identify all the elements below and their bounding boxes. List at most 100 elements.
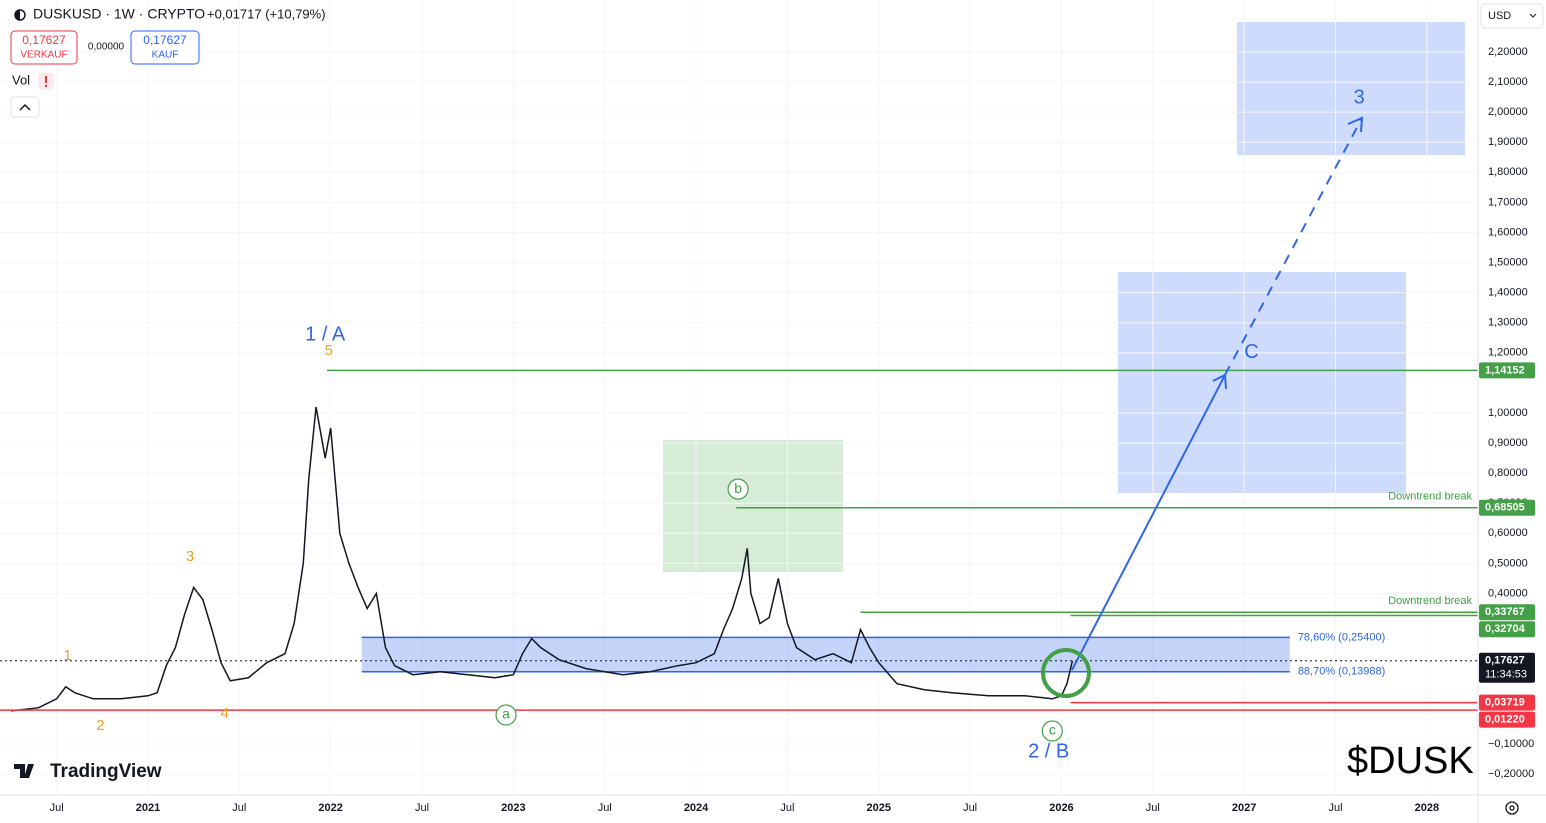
sell-button[interactable] <box>10 30 78 65</box>
price-badge-label: 0,68505 <box>1485 502 1525 514</box>
y-tick-label: 0,80000 <box>1488 467 1528 479</box>
y-tick-label: 1,00000 <box>1488 407 1528 419</box>
wave-label: 2 <box>96 717 104 734</box>
wave-circle <box>1041 720 1063 742</box>
wave-label: 1 / A <box>305 323 346 345</box>
dropdown-icon <box>1529 13 1537 18</box>
warning-icon <box>45 85 47 87</box>
brand: TradingView <box>50 761 162 782</box>
buy-price: 0,17627 <box>143 33 187 47</box>
wave-label: a <box>502 706 510 722</box>
buy-label: KAUF <box>152 50 179 61</box>
collapse-icon <box>19 103 31 111</box>
x-tick-label: Jul <box>780 802 794 814</box>
wave-label: 3 <box>1354 86 1365 108</box>
x-tick-label: Jul <box>1146 802 1160 814</box>
wave-label: 4 <box>221 705 229 722</box>
wave-label: 3 <box>186 548 194 565</box>
fib-band <box>361 637 1290 672</box>
plot: 78,60% (0,25400) 88,70% (0,13988) Downtren… <box>0 0 1478 795</box>
settings-icon <box>1509 805 1515 811</box>
price-badge-label: 0,03719 <box>1485 697 1525 709</box>
x-tick-label: 2023 <box>501 802 525 814</box>
buy-button[interactable] <box>130 30 200 65</box>
change: +0,01717 (+10,79%) <box>207 6 326 21</box>
fib-label: 78,60% (0,25400) <box>1298 631 1385 643</box>
warning-icon <box>45 76 47 83</box>
price-badge <box>1479 711 1535 728</box>
wave-circle <box>495 704 517 726</box>
x-tick-label: 2026 <box>1049 802 1073 814</box>
x-tick-label: Jul <box>232 802 246 814</box>
wave-label: b <box>734 480 742 496</box>
symbol: DUSKUSD · 1W · CRYPTO <box>33 6 205 22</box>
wave-label: 1 <box>63 647 71 664</box>
highlight-circle <box>1041 648 1091 698</box>
y-tick-label: 1,70000 <box>1488 196 1528 208</box>
projection-arrow <box>1071 374 1226 671</box>
sell-label: VERKAUF <box>20 50 67 61</box>
price-badge-label: 1,14152 <box>1485 364 1525 376</box>
price-badge <box>1479 652 1535 683</box>
y-tick-label: −0,10000 <box>1488 738 1534 750</box>
wave-circle <box>727 478 749 500</box>
wave-label: 5 <box>325 342 333 359</box>
y-tick-label: −0,20000 <box>1488 768 1534 780</box>
x-tick-label: Jul <box>963 802 977 814</box>
level-note: Downtrend break <box>1388 491 1472 503</box>
collapse-button[interactable] <box>10 96 40 118</box>
wave-label: 2 / B <box>1028 740 1069 762</box>
price-badge-label: 0,33767 <box>1485 606 1525 618</box>
x-tick-label: 2027 <box>1232 802 1256 814</box>
logo-icon <box>14 764 34 778</box>
sell-price: 0,17627 <box>22 33 66 47</box>
spread: 0,00000 <box>88 42 125 53</box>
projection-arrow <box>1224 117 1363 376</box>
x-tick-label: Jul <box>598 802 612 814</box>
currency-select[interactable] <box>1480 3 1544 29</box>
target-zone <box>663 440 843 572</box>
vol-label: Vol <box>12 72 30 87</box>
y-tick-label: 2,00000 <box>1488 106 1528 118</box>
y-tick-label: 0,40000 <box>1488 587 1528 599</box>
price-badge <box>1479 694 1535 711</box>
wave-label: $DUSK <box>1347 740 1474 782</box>
x-tick-label: 2028 <box>1415 802 1439 814</box>
y-tick-label: 1,60000 <box>1488 226 1528 238</box>
target-zone <box>1118 272 1406 493</box>
target-zone <box>1237 22 1465 155</box>
price-badge <box>1479 362 1535 379</box>
wave-label: c <box>1049 722 1056 738</box>
y-tick-label: 2,10000 <box>1488 76 1528 88</box>
x-tick-label: 2024 <box>684 802 709 814</box>
y-tick-label: 1,30000 <box>1488 317 1528 329</box>
y-tick-label: 1,40000 <box>1488 287 1528 299</box>
y-tick-label: 0,90000 <box>1488 437 1528 449</box>
y-tick-label: 1,90000 <box>1488 136 1528 148</box>
price-line <box>10 406 1074 712</box>
x-tick-label: Jul <box>50 802 64 814</box>
price-badge-time: 11:34:53 <box>1485 669 1527 681</box>
x-tick-label: 2022 <box>318 802 342 814</box>
fib-label: 88,70% (0,13988) <box>1298 666 1385 678</box>
wave-label: C <box>1244 341 1258 363</box>
y-tick-label: 0,60000 <box>1488 527 1528 539</box>
currency: USD <box>1488 10 1511 22</box>
symbol-icon <box>15 10 20 20</box>
price-badge <box>1479 621 1535 638</box>
settings-icon[interactable] <box>1505 801 1519 815</box>
price-badge-label: 0,32704 <box>1485 623 1526 635</box>
price-badge <box>1479 604 1535 621</box>
price-badge <box>1479 499 1535 516</box>
y-tick-label: 1,80000 <box>1488 166 1528 178</box>
x-tick-label: Jul <box>415 802 429 814</box>
y-tick-label: 1,50000 <box>1488 256 1528 268</box>
y-tick-label: 2,20000 <box>1488 46 1528 58</box>
price-badge-label: 0,01220 <box>1485 714 1525 726</box>
arrow-head <box>1347 116 1364 133</box>
y-tick-label: 1,20000 <box>1488 347 1528 359</box>
x-tick-label: 2025 <box>867 802 891 814</box>
y-tick-label: 0,50000 <box>1488 557 1528 569</box>
x-tick-label: 2021 <box>136 802 160 814</box>
